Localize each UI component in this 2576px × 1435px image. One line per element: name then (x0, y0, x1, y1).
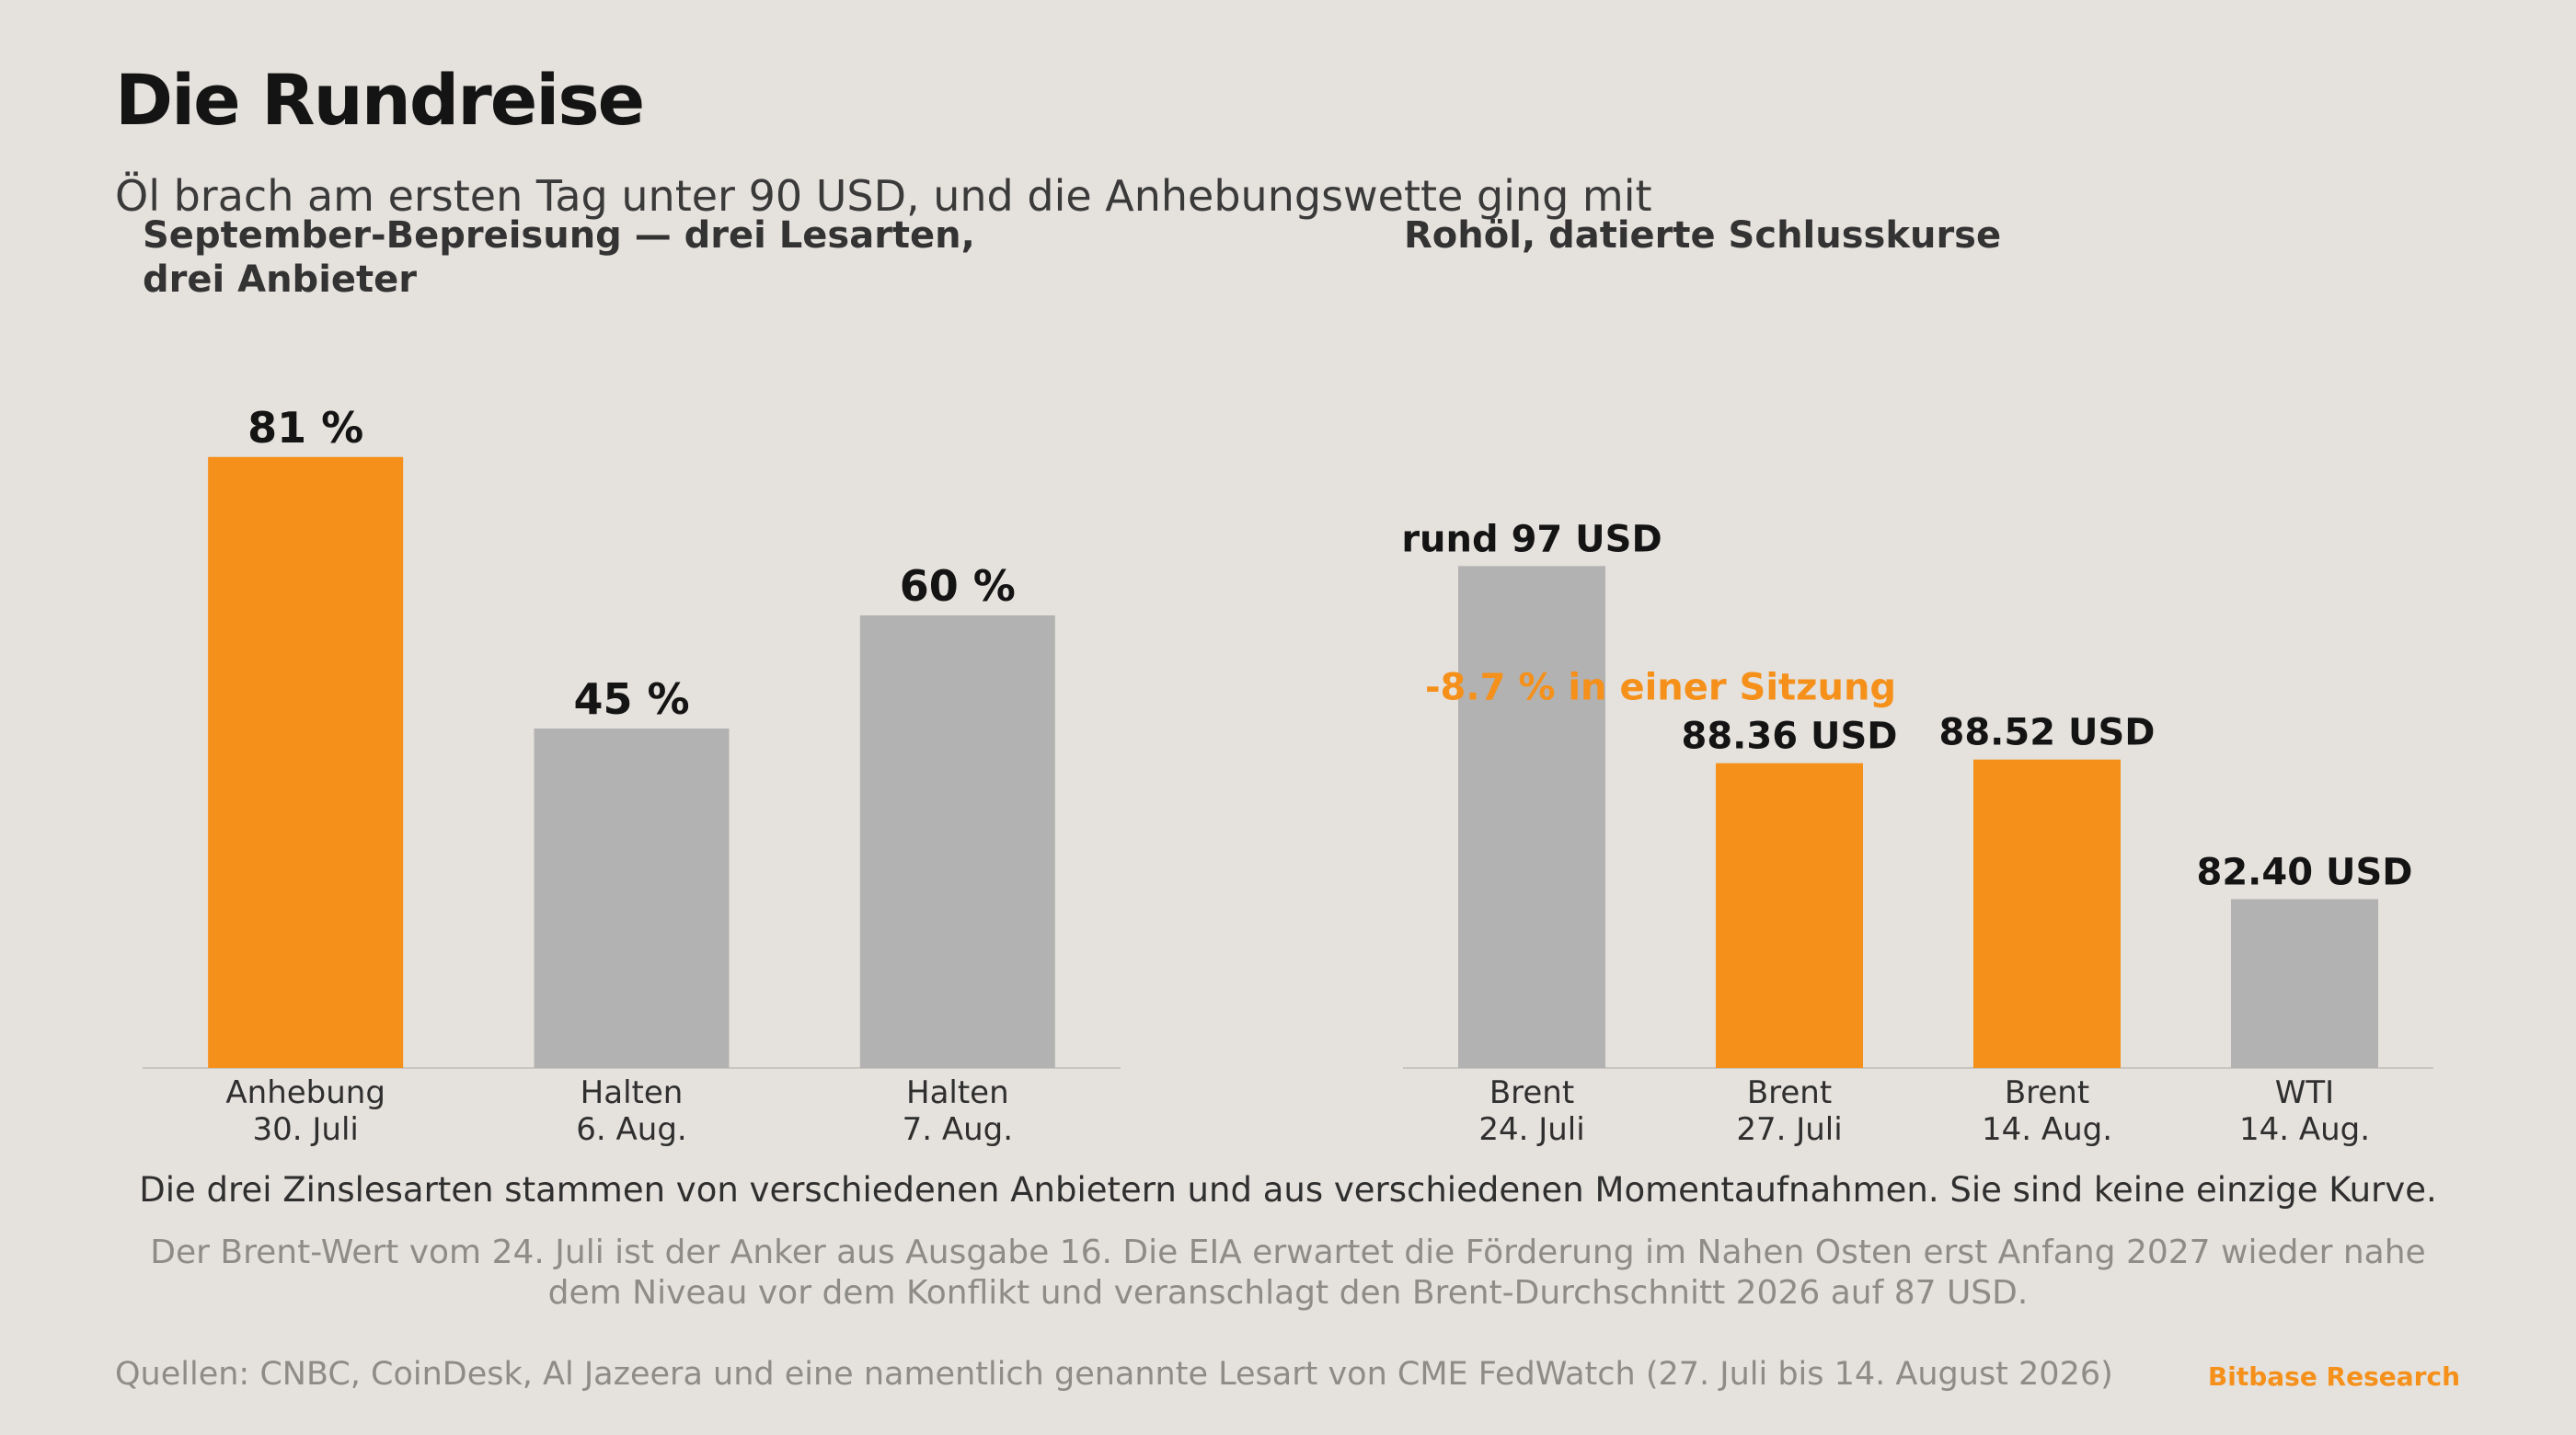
rate-chart-title: September-Bepreisung — drei Lesarten, dr… (143, 214, 975, 301)
rate-category-label: 30. Juli (252, 1111, 358, 1148)
rate-category-label: 6. Aug. (576, 1111, 686, 1148)
oil-category-label: Brent (2005, 1074, 2089, 1111)
rate-category-label: Halten (581, 1074, 684, 1111)
oil-bar (1973, 759, 2121, 1068)
rate-category-label: 7. Aug. (903, 1111, 1013, 1148)
rate-value-label: 60 % (900, 561, 1016, 611)
oil-value-label: 88.52 USD (1939, 712, 2156, 754)
oil-bar (2231, 899, 2378, 1068)
oil-chart-title: Rohöl, datierte Schlusskurse (1404, 214, 2002, 257)
oil-value-label: rund 97 USD (1401, 518, 1662, 560)
oil-category-label: 27. Juli (1736, 1111, 1842, 1148)
oil-bar (1716, 763, 1863, 1068)
rate-value-label: 81 % (247, 403, 363, 453)
oil-category-label: Brent (1747, 1074, 1832, 1111)
rate-value-label: 45 % (573, 674, 689, 724)
oil-category-label: 14. Aug. (2239, 1111, 2370, 1148)
oil-category-label: 24. Juli (1478, 1111, 1584, 1148)
oil-drop-annotation: -8.7 % in einer Sitzung (1425, 666, 1896, 708)
brand-label: Bitbase Research (2207, 1361, 2460, 1392)
rate-category-label: Anhebung (225, 1074, 385, 1111)
oil-value-label: 82.40 USD (2197, 851, 2413, 893)
secondary-note: Der Brent-Wert vom 24. Juli ist der Anke… (150, 1234, 2426, 1312)
page-title: Die Rundreise (115, 59, 645, 141)
oil-value-label: 88.36 USD (1682, 716, 1898, 758)
oil-category-label: 14. Aug. (1982, 1111, 2112, 1148)
page-subtitle: Öl brach am ersten Tag unter 90 USD, und… (115, 171, 1652, 221)
oil-category-label: Brent (1489, 1074, 1574, 1111)
oil-category-label: WTI (2275, 1074, 2334, 1111)
rate-category-label: Halten (906, 1074, 1009, 1111)
rate-bar (208, 456, 404, 1068)
oil-bar (1458, 566, 1605, 1068)
sources-footer: Quellen: CNBC, CoinDesk, Al Jazeera und … (115, 1356, 2113, 1393)
rate-bar (859, 615, 1055, 1068)
rate-bar (534, 729, 730, 1068)
main-note: Die drei Zinslesarten stammen von versch… (139, 1170, 2437, 1210)
